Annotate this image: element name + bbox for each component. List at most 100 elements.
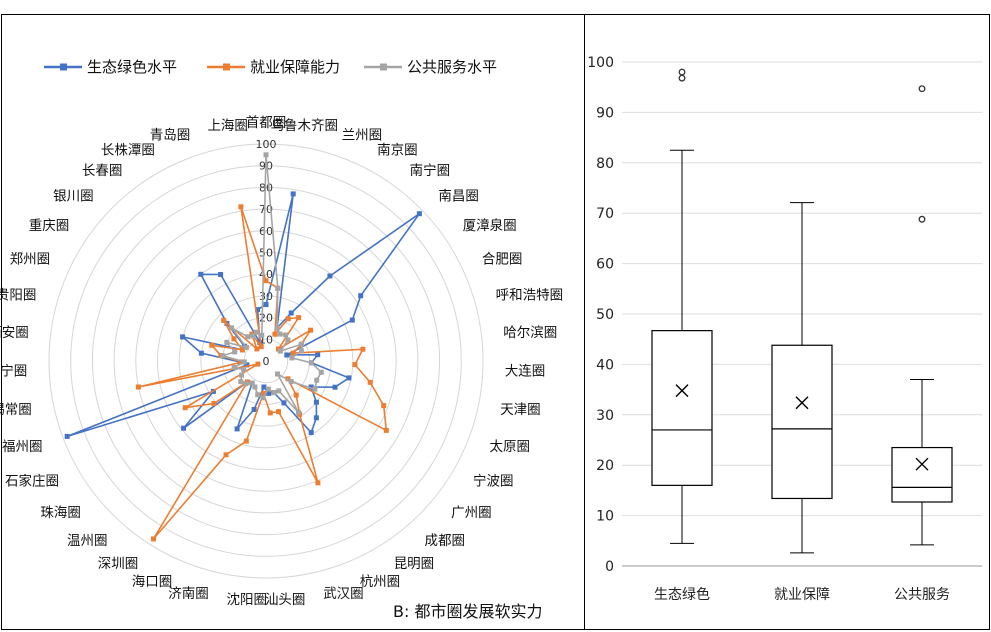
radar-series-point [229, 325, 235, 331]
boxplot-y-tick-label: 30 [596, 408, 614, 424]
radar-series-point [267, 410, 273, 416]
radar-series-point [275, 371, 280, 377]
radar-category-labels: 首都圈乌鲁木齐圈兰州圈南京圈南宁圈南昌圈厦漳泉圈合肥圈呼和浩特圈哈尔滨圈大连圈天… [0, 115, 563, 608]
radar-series-point [218, 272, 224, 277]
radar-series-point [296, 409, 301, 415]
boxplot-y-tick-label: 20 [596, 458, 614, 474]
radar-series-point [243, 438, 249, 444]
radar-series-point [224, 339, 230, 345]
radar-series-point [281, 400, 287, 406]
radar-category-label: 呼和浩特圈 [496, 288, 563, 304]
radar-series-point [352, 362, 358, 368]
radar-series-point [312, 386, 318, 392]
radar-series-point [313, 415, 319, 421]
radar-category-label: 杭州圈 [360, 574, 401, 590]
radar-category-label: 长春圈 [82, 163, 123, 179]
radar-series-point [249, 380, 255, 386]
radar-series-point [276, 409, 281, 415]
radar-series-point [346, 375, 352, 381]
radar-grid-ring [113, 208, 419, 514]
radar-category-label: 武汉圈 [323, 586, 364, 602]
legend-swatch-marker [223, 63, 230, 71]
radar-series-point [290, 350, 296, 356]
radar-tick-label: 70 [259, 203, 273, 216]
radar-series-point [241, 359, 247, 365]
radar-series-point [220, 353, 226, 359]
radar-series-point [318, 369, 324, 375]
radar-series-point [313, 399, 319, 405]
radar-series-point [284, 352, 290, 358]
radar-series-point [244, 362, 250, 368]
radar-series-point [243, 381, 249, 387]
radar-series-point [332, 384, 338, 390]
radar-category-label: 珠海圈 [40, 505, 81, 521]
radar-series-point [271, 390, 277, 396]
radar-series-point [293, 392, 299, 398]
radar-series-point [383, 427, 389, 433]
radar-series-point [260, 395, 266, 401]
radar-series-point [240, 347, 245, 353]
radar-panel-frame [1, 14, 585, 630]
boxplot-y-tick-label: 0 [605, 559, 614, 575]
radar-series-point [151, 536, 156, 542]
radar-series-point [416, 211, 422, 217]
radar-category-label: 重庆圈 [29, 218, 70, 234]
radar-series-point [239, 372, 245, 378]
radar-series-line [138, 206, 388, 540]
radar-series-point [290, 191, 296, 197]
radar-series-point [308, 430, 314, 435]
radar-category-label: 成都圈 [425, 533, 466, 549]
radar-series-point [266, 390, 272, 396]
radar-series-point [255, 392, 261, 398]
radar-category-label: 西宁圈 [0, 363, 27, 380]
radar-series-point [289, 355, 295, 361]
radar-series-point [231, 336, 237, 342]
boxplot-marks [651, 68, 953, 554]
radar-series-point [308, 384, 314, 390]
radar-series-point [231, 365, 237, 370]
radar-series-point [263, 278, 269, 284]
radar-series-point [261, 384, 267, 390]
boxplot-y-tick-label: 70 [596, 206, 614, 222]
radar-grid-ring [200, 295, 332, 427]
radar-series-point [288, 310, 294, 316]
radar-category-label: 首都圈 [246, 115, 287, 131]
radar-series-point [283, 332, 289, 338]
radar-category-label: 海口圈 [132, 574, 173, 590]
legend-entry: 公共服务水平 [407, 58, 497, 76]
radar-category-label: 长株潭圈 [101, 142, 155, 158]
radar-series-point [298, 341, 304, 347]
radar-category-label: 郑州圈 [10, 252, 51, 268]
radar-series-point [263, 302, 269, 308]
boxplot-mean-marker [795, 396, 809, 410]
radar-series-point [277, 348, 283, 354]
radar-grid-ring [48, 143, 484, 579]
radar-category-label: 南京圈 [377, 142, 418, 158]
radar-series-point [135, 384, 141, 390]
boxplot-y-tick-label: 40 [596, 357, 614, 373]
radar-series-point [209, 342, 215, 348]
boxplot-outlier [678, 74, 686, 82]
radar-series-point [288, 379, 294, 385]
boxplot-y-tick-label: 10 [596, 509, 614, 525]
radar-series-point [234, 426, 240, 432]
radar-series-point [265, 386, 271, 392]
legend: 生态绿色水平 就业保障能力 公共服务水平 [44, 58, 497, 76]
radar-series-point [223, 452, 229, 458]
radar-category-label: 合肥圈 [482, 252, 523, 268]
radar-series-point [367, 379, 373, 385]
radar-series-point [254, 346, 260, 352]
boxplot-x-label: 生态绿色 [654, 586, 710, 603]
radar-grid-ring [157, 252, 375, 470]
radar-tick-label: 30 [259, 290, 273, 303]
radar-grid-ring [135, 230, 397, 492]
radar-tick-label: 60 [259, 225, 273, 238]
radar-series-point [243, 344, 249, 350]
radar-series-point [252, 384, 258, 390]
boxplot-box [891, 446, 953, 503]
radar-series-point [245, 334, 251, 340]
radar-series-point [349, 317, 355, 323]
radar-category-label: 宁波圈 [473, 473, 514, 490]
boxplot-outlier [918, 215, 926, 223]
